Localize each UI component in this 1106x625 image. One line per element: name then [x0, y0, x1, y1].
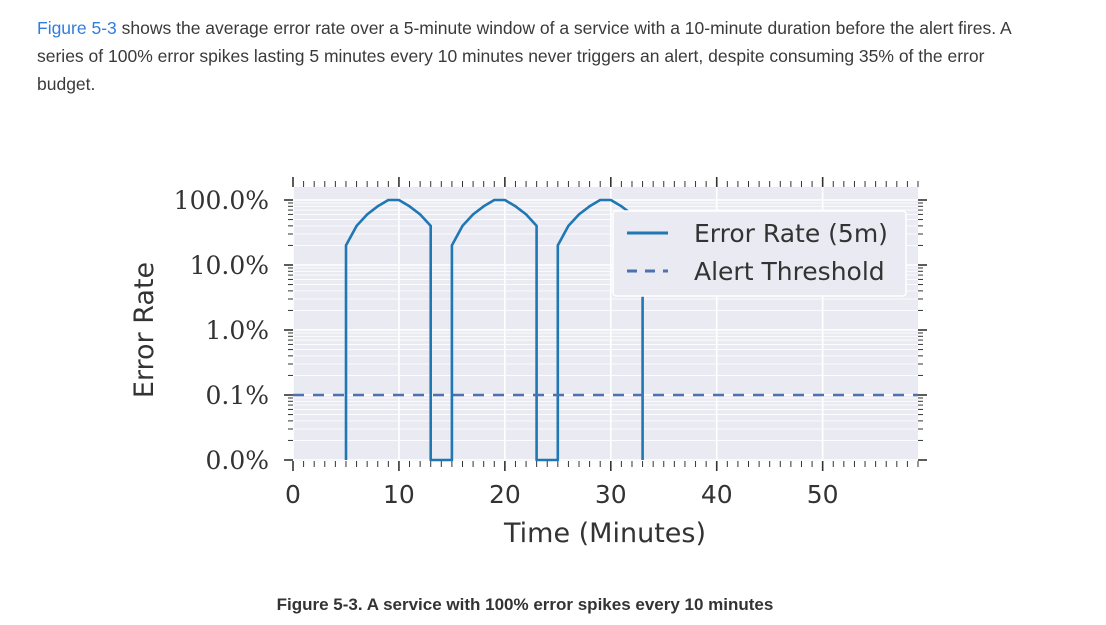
legend: Error Rate (5m) Alert Threshold [612, 210, 907, 297]
paragraph-text: shows the average error rate over a 5-mi… [37, 18, 1011, 94]
axis-ticks [284, 177, 927, 471]
error-rate-line [344, 198, 644, 462]
y-axis-label: Error Rate [129, 262, 160, 398]
x-tick-label: 0 [285, 480, 301, 509]
y-tick-labels: 0.0% 0.1% 1.0% 10.0% 100.0% [174, 186, 269, 475]
x-tick-label: 20 [489, 480, 521, 509]
y-tick-label: 1.0% [205, 316, 269, 345]
y-tick-label: 10.0% [190, 251, 269, 280]
x-tick-label: 50 [807, 480, 839, 509]
x-tick-label: 10 [383, 480, 415, 509]
intro-paragraph: Figure 5-3 shows the average error rate … [37, 14, 1027, 98]
legend-box [612, 210, 907, 297]
error-rate-chart: 0.0% 0.1% 1.0% 10.0% 100.0% 0 10 20 30 40 50 Time… [129, 177, 927, 549]
figure-caption: Figure 5-3. A service with 100% error sp… [276, 595, 774, 614]
figure-link[interactable]: Figure 5-3 [37, 18, 117, 38]
x-tick-label: 40 [701, 480, 733, 509]
legend-threshold-label: Alert Threshold [694, 257, 885, 286]
y-tick-label: 0.1% [205, 381, 269, 410]
y-tick-label: 0.0% [205, 446, 269, 475]
x-tick-labels: 0 10 20 30 40 50 [285, 480, 839, 509]
x-tick-label: 30 [595, 480, 627, 509]
y-tick-label: 100.0% [174, 186, 269, 215]
legend-error-rate-label: Error Rate (5m) [694, 219, 888, 248]
x-axis-label: Time (Minutes) [503, 518, 706, 549]
series-lines [293, 198, 918, 462]
